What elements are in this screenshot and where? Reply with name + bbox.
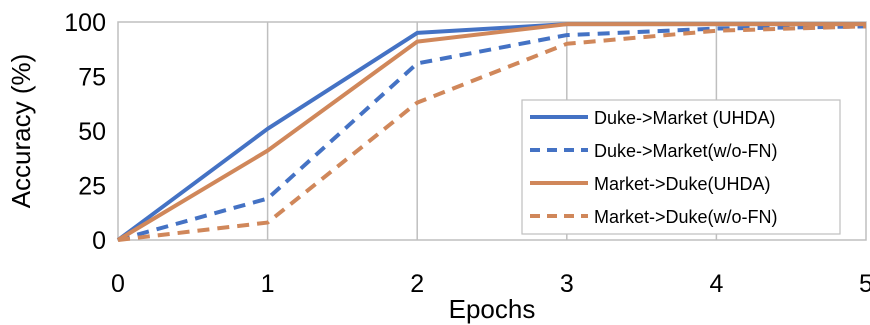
x-tick-label: 0 (111, 270, 125, 298)
x-tick-label: 3 (560, 270, 574, 298)
legend-label: Duke->Market(w/o-FN) (594, 141, 778, 161)
plot-area-border (117, 21, 867, 241)
series-line-3 (116, 22, 866, 242)
legend-label: Duke->Market (UHDA) (594, 108, 776, 128)
series-line-2 (117, 24, 867, 242)
y-tick-label: 100 (64, 9, 106, 37)
x-tick-label: 4 (709, 270, 723, 298)
y-axis-ticks: 0 25 50 75 100 (64, 9, 106, 255)
y-tick-label: 25 (78, 173, 106, 201)
y-tick-label: 50 (78, 118, 106, 146)
x-tick-label: 2 (410, 270, 424, 298)
legend: Duke->Market (UHDA) Duke->Market(w/o-FN) M… (521, 99, 841, 235)
series-line-4 (117, 24, 867, 242)
y-tick-label: 75 (78, 64, 106, 92)
y-tick-label: 0 (92, 227, 106, 255)
legend-label: Market->Duke(w/o-FN) (594, 207, 778, 227)
legend-label: Market->Duke(UHDA) (594, 174, 771, 194)
y-axis-label: Accuracy (%) (6, 54, 36, 209)
series-lines (116, 22, 867, 242)
x-axis-label: Epochs (449, 294, 536, 324)
legend-box (521, 99, 841, 235)
x-tick-label: 5 (859, 270, 870, 298)
x-tick-label: 1 (261, 270, 275, 298)
x-axis-ticks: 0 1 2 3 4 5 (111, 270, 870, 298)
